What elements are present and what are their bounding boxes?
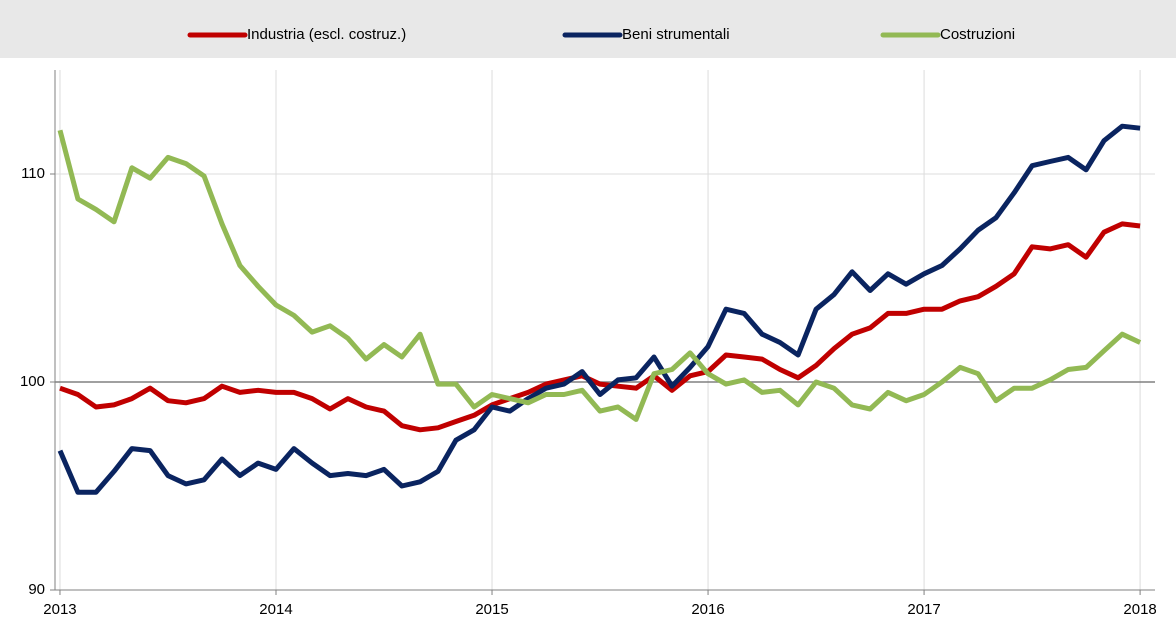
series-line <box>57 123 1141 495</box>
x-tick-label: 2018 <box>1123 601 1156 618</box>
x-tick-label: 2014 <box>259 601 292 618</box>
x-tick-label: 2016 <box>691 601 724 618</box>
x-tick-label: 2013 <box>43 601 76 618</box>
y-tick-label: 100 <box>20 373 45 390</box>
x-tick-label: 2017 <box>907 601 940 618</box>
series-line <box>59 221 1141 433</box>
legend-label: Beni strumentali <box>622 26 730 43</box>
y-tick-label: 90 <box>28 581 45 598</box>
y-tick-label: 110 <box>21 165 45 182</box>
legend-box <box>0 0 1176 58</box>
x-tick-label: 2015 <box>475 601 508 618</box>
legend-label: Industria (escl. costruz.) <box>247 26 406 43</box>
series-line <box>57 129 1142 422</box>
legend-label: Costruzioni <box>940 26 1015 43</box>
